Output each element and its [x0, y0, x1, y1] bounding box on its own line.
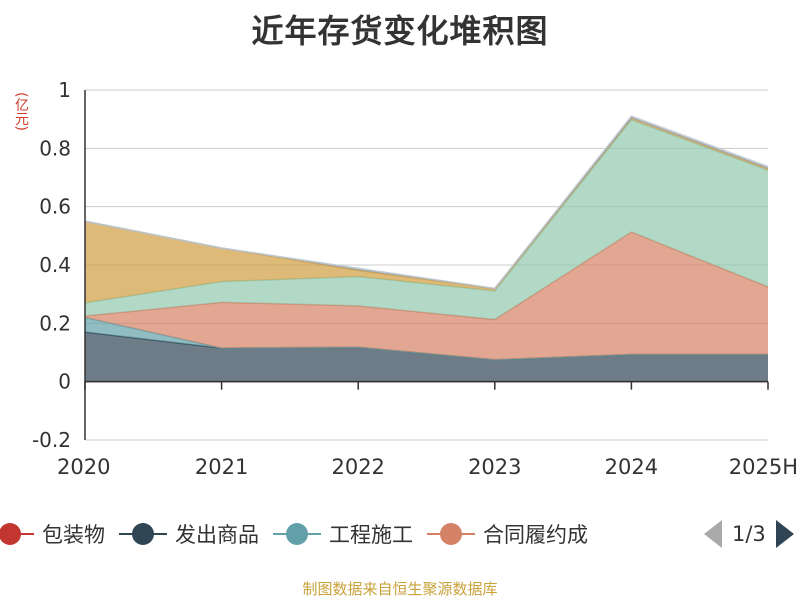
legend-item[interactable]: 合同履约成 — [427, 519, 588, 549]
legend-item[interactable]: 工程施工 — [273, 519, 413, 549]
legend-item[interactable]: 包装物 — [0, 519, 105, 549]
x-tick-label: 2024 — [605, 455, 658, 479]
area-series-5 — [85, 119, 768, 320]
legend-label: 包装物 — [42, 523, 105, 547]
area-series — [84, 115, 769, 383]
legend-label: 合同履约成 — [483, 523, 588, 547]
y-axis-unit-label: (亿元) — [13, 92, 29, 131]
chart-title: 近年存货变化堆积图 — [251, 12, 549, 50]
y-tick-label: -0.2 — [32, 428, 71, 452]
legend-swatch — [427, 522, 475, 546]
chevron-right-icon[interactable] — [775, 520, 794, 548]
x-tick-label: 2022 — [331, 455, 384, 479]
x-tick-label: 2023 — [468, 455, 521, 479]
x-tick-label: 2025H — [729, 455, 798, 479]
area-series-2 — [85, 332, 768, 382]
axes: -0.2 0 0.2 0.4 0.6 0.8 1 2020 2021 2022 2023 2024 20… — [32, 78, 798, 479]
legend-swatch — [273, 522, 321, 546]
legend-swatch — [0, 522, 34, 546]
legend-label: 发出商品 — [175, 523, 259, 547]
x-tick-label: 2021 — [195, 455, 248, 479]
x-tick-label: 2020 — [57, 455, 110, 479]
legend: 包装物 发出商品 工程施工 合同履约成 — [0, 516, 800, 552]
y-tick-label: 1 — [58, 78, 71, 102]
series-line-3 — [84, 316, 768, 361]
y-tick-label: 0.2 — [39, 311, 71, 335]
legend-label: 工程施工 — [329, 523, 413, 547]
y-tick-label: 0 — [58, 370, 71, 394]
y-tick-label: 0.8 — [39, 136, 71, 160]
area-series-6 — [85, 117, 768, 303]
legend-swatch — [119, 522, 167, 546]
y-tick-label: 0.4 — [39, 253, 71, 277]
chevron-left-icon[interactable] — [704, 520, 722, 548]
series-line-8 — [84, 115, 769, 290]
chart-plot: -0.2 0 0.2 0.4 0.6 0.8 1 2020 2021 2022 2023 2024 20… — [32, 78, 798, 479]
legend-page-indicator: 1/3 — [732, 522, 766, 546]
legend-pager: 1/3 — [700, 516, 800, 552]
area-series-4 — [85, 232, 768, 360]
legend-item[interactable]: 发出商品 — [119, 519, 259, 549]
data-source-note: 制图数据来自恒生聚源数据库 — [302, 580, 498, 598]
y-tick-label: 0.6 — [39, 195, 71, 219]
